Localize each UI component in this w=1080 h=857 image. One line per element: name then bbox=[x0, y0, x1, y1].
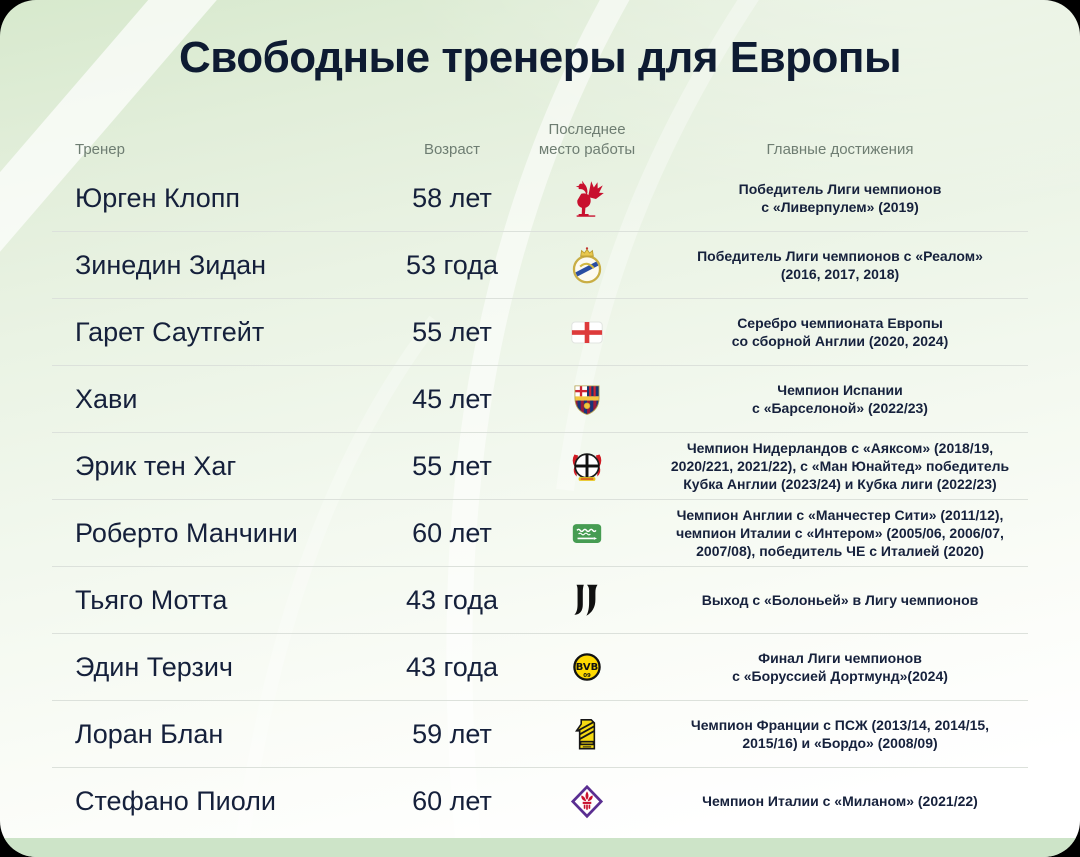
table-row: Тьяго Мотта 43 года Выход с «Болоньей» в… bbox=[52, 567, 1028, 634]
coach-achievements: Финал Лиги чемпионов с «Боруссией Дортму… bbox=[732, 649, 948, 684]
table-row: Стефано Пиоли 60 лет Чемпион Италии с «М… bbox=[52, 768, 1028, 834]
coach-age: 53 года bbox=[406, 249, 498, 280]
coach-age: 55 лет bbox=[412, 450, 492, 481]
coach-name: Тьяго Мотта bbox=[75, 584, 228, 615]
bottom-accent-band bbox=[0, 838, 1080, 857]
fiorentina-logo-icon bbox=[522, 780, 652, 822]
coach-achievements: Чемпион Франции с ПСЖ (2013/14, 2014/15,… bbox=[690, 716, 990, 751]
coach-age: 58 лет bbox=[412, 182, 492, 213]
table-row: Эдин Терзич 43 года BVB 09 Финал Лиги че… bbox=[52, 634, 1028, 701]
column-header-age: Возраст bbox=[423, 140, 481, 158]
al-ittihad-logo-icon bbox=[522, 713, 652, 755]
column-header-achievements: Главные достижения bbox=[766, 140, 914, 158]
coach-name: Эдин Терзич bbox=[75, 651, 233, 682]
coach-age: 60 лет bbox=[412, 785, 492, 816]
table-row: Гарет Саутгейт 55 лет Серебро чемпионата… bbox=[52, 299, 1028, 366]
coach-achievements: Чемпион Англии с «Манчестер Сити» (2011/… bbox=[676, 506, 1004, 560]
page-title: Свободные тренеры для Европы bbox=[178, 33, 902, 82]
saudi-arabia-logo-icon bbox=[522, 512, 652, 554]
juventus-logo-icon bbox=[522, 579, 652, 621]
liverpool-logo-icon bbox=[522, 177, 652, 219]
dortmund-logo-icon: BVB 09 bbox=[522, 646, 652, 688]
england-logo-icon bbox=[522, 311, 652, 353]
column-header-coach: Тренер bbox=[75, 140, 125, 158]
coach-name: Юрген Клопп bbox=[75, 182, 241, 213]
table-row: Хави 45 лет Чемпион Испании с «Барселоно… bbox=[52, 366, 1028, 433]
column-header-last-club: Последнее место работы bbox=[538, 121, 636, 158]
coach-name: Лоран Блан bbox=[75, 718, 224, 749]
coach-achievements: Победитель Лиги чемпионов с «Ливерпулем»… bbox=[738, 180, 942, 215]
table-row: Юрген Клопп 58 лет Победитель Лиги чемпи… bbox=[52, 165, 1028, 232]
svg-text:BVB: BVB bbox=[576, 662, 599, 673]
coach-age: 45 лет bbox=[412, 383, 492, 414]
coach-age: 43 года bbox=[406, 584, 498, 615]
coach-achievements: Чемпион Испании с «Барселоной» (2022/23) bbox=[752, 381, 928, 416]
coaches-table: Юрген Клопп 58 лет Победитель Лиги чемпи… bbox=[52, 165, 1028, 834]
coach-name: Хави bbox=[75, 383, 138, 414]
barcelona-logo-icon bbox=[522, 378, 652, 420]
coach-achievements: Чемпион Италии с «Миланом» (2021/22) bbox=[702, 792, 978, 809]
coach-age: 59 лет bbox=[412, 718, 492, 749]
table-row: Лоран Блан 59 лет Чемпион Франции с ПСЖ … bbox=[52, 701, 1028, 768]
coach-achievements: Выход с «Болоньей» в Лигу чемпионов bbox=[701, 591, 979, 608]
coach-name: Зинедин Зидан bbox=[75, 249, 267, 280]
coach-name: Эрик тен Хаг bbox=[75, 450, 237, 481]
table-header: Тренер Возраст Последнее место работы Гл… bbox=[52, 119, 1028, 165]
coach-name: Роберто Манчини bbox=[75, 517, 298, 548]
coach-age: 43 года bbox=[406, 651, 498, 682]
coach-achievements: Серебро чемпионата Европы со сборной Анг… bbox=[731, 314, 949, 349]
table-row: Роберто Манчини 60 лет Чемпион Англии с … bbox=[52, 500, 1028, 567]
coach-name: Гарет Саутгейт bbox=[75, 316, 265, 347]
coach-age: 55 лет bbox=[412, 316, 492, 347]
coach-achievements: Чемпион Нидерландов с «Аяксом» (2018/19,… bbox=[670, 439, 1010, 493]
table-row: Эрик тен Хаг 55 лет Чемпион Нидерландов … bbox=[52, 433, 1028, 500]
table-row: Зинедин Зидан 53 года Победитель Лиги че… bbox=[52, 232, 1028, 299]
coach-age: 60 лет bbox=[412, 517, 492, 548]
coach-name: Стефано Пиоли bbox=[75, 785, 276, 816]
svg-text:09: 09 bbox=[583, 673, 591, 679]
real-madrid-logo-icon bbox=[522, 244, 652, 286]
coach-achievements: Победитель Лиги чемпионов с «Реалом» (20… bbox=[697, 247, 983, 282]
leverkusen-logo-icon bbox=[522, 445, 652, 487]
